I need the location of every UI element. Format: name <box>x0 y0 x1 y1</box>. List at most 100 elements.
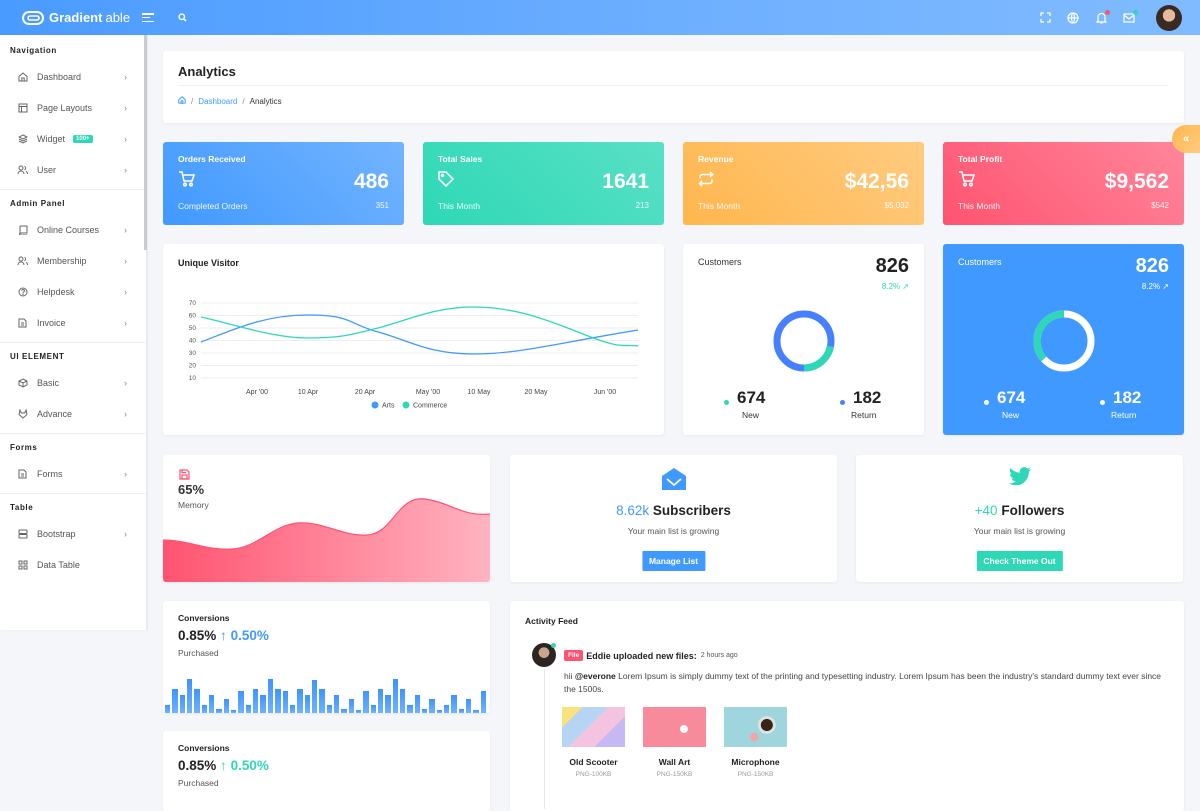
customers-card-blue: Customers 826 8.2% ↗ 674 New 182 Return <box>943 244 1184 435</box>
sidebar-item-basic[interactable]: Basic › <box>0 367 146 398</box>
sidebar-item-widget[interactable]: Widget 100+ › <box>0 123 146 154</box>
stat-card-total-profit: Total Profit $9,562 This Month $542 <box>943 142 1184 225</box>
memory-value: 65% <box>178 482 205 497</box>
timeline-line <box>544 669 545 809</box>
search-icon[interactable] <box>178 9 187 27</box>
svg-text:20 May: 20 May <box>525 389 548 396</box>
sidebar-item-helpdesk[interactable]: Helpdesk › <box>0 276 146 307</box>
mail-icon[interactable] <box>1122 9 1138 25</box>
bar <box>400 689 406 713</box>
bar <box>194 689 200 713</box>
svg-text:20 Apr: 20 Apr <box>355 389 376 396</box>
page-title: Analytics <box>178 64 236 79</box>
chevron-right-icon: › <box>124 164 127 175</box>
followers-card: +40 Followers Your main list is growing … <box>856 455 1183 582</box>
file-old-scooter[interactable]: Old Scooter PNG-100KB <box>562 707 625 778</box>
activity-feed-title: Activity Feed <box>525 616 578 626</box>
activity-time: 2 hours ago <box>700 652 738 659</box>
sidebar-item-online-courses[interactable]: Online Courses › <box>0 214 146 245</box>
stat-value: $42,56 <box>844 170 909 193</box>
svg-text:70: 70 <box>189 300 197 307</box>
menu-icon[interactable] <box>142 13 155 22</box>
bar <box>341 709 347 713</box>
server-icon <box>17 528 28 539</box>
bar <box>231 710 237 713</box>
sidebar-item-bootstrap[interactable]: Bootstrap › <box>0 518 146 549</box>
svg-text:60: 60 <box>189 313 197 320</box>
user-avatar[interactable] <box>1156 4 1182 31</box>
new-customers-value: 674 <box>997 388 1026 407</box>
customers-donut-chart <box>773 310 835 372</box>
chevron-right-icon: › <box>124 255 127 266</box>
stat-sub-value: $5,032 <box>884 201 909 210</box>
chevron-right-icon: › <box>124 317 127 328</box>
svg-text:10: 10 <box>189 375 197 382</box>
chevron-right-icon: › <box>124 133 127 144</box>
bar <box>179 695 186 713</box>
stat-value: $9,562 <box>1104 170 1169 193</box>
bar <box>414 695 421 713</box>
return-dot <box>840 400 845 405</box>
sidebar-divider <box>0 189 146 190</box>
conversions-value: 0.85% ↑ 0.50% <box>178 628 269 643</box>
check-theme-out-button[interactable]: Check Theme Out <box>976 551 1063 571</box>
bar <box>201 705 208 713</box>
file-wall-art[interactable]: Wall Art PNG-150KB <box>643 707 706 778</box>
mention-link[interactable]: @everone <box>574 671 616 681</box>
brand-logo[interactable]: Gradient able <box>22 10 130 25</box>
stat-card-revenue: Revenue $42,56 This Month $5,032 <box>683 142 924 225</box>
bar <box>267 679 274 713</box>
bar <box>311 680 318 713</box>
stat-title: Total Sales <box>438 154 483 164</box>
return-customers-label: Return <box>1111 410 1137 420</box>
home-icon[interactable] <box>178 96 186 106</box>
bar <box>348 699 354 713</box>
return-customers-value: 182 <box>853 388 882 407</box>
svg-text:10 Apr: 10 Apr <box>298 389 319 396</box>
conversions-value: 0.85% ↑ 0.50% <box>178 758 269 773</box>
box-icon <box>17 377 28 388</box>
stat-sub-value: $542 <box>1151 201 1169 210</box>
customizer-toggle-button[interactable]: « <box>1172 125 1200 153</box>
manage-list-button[interactable]: Manage List <box>641 551 706 571</box>
fullscreen-icon[interactable] <box>1038 11 1052 25</box>
conversions-label: Purchased <box>178 648 219 658</box>
bar <box>473 710 479 713</box>
customers-card: Customers 826 8.2% ↗ 674 New 182 Return <box>683 244 924 435</box>
return-customers-label: Return <box>851 410 877 420</box>
top-navbar: Gradient able <box>0 0 1200 35</box>
bar <box>458 709 465 713</box>
sidebar-item-advance[interactable]: Advance › <box>0 398 146 429</box>
sidebar-item-membership[interactable]: Membership › <box>0 245 146 276</box>
file-tag-badge: File <box>564 650 584 661</box>
bell-icon[interactable] <box>1094 9 1110 25</box>
sidebar-item-page-layouts[interactable]: Page Layouts › <box>0 92 146 123</box>
activity-headline: File Eddie uploaded new files: 2 hours a… <box>564 650 738 661</box>
sidebar-item-invoice[interactable]: Invoice › <box>0 307 146 338</box>
sidebar-item-label: Data Table <box>37 559 80 570</box>
file-microphone[interactable]: Microphone PNG-150KB <box>724 707 787 778</box>
followers-subtext: Your main list is growing <box>973 526 1066 536</box>
brand-name-bold: Gradient <box>49 10 103 25</box>
stat-sub-label: This Month <box>438 201 481 211</box>
sidebar-section-table: Table <box>10 503 34 512</box>
new-customers-label: New <box>1002 410 1020 420</box>
stat-card-orders-received: Orders Received 486 Completed Orders 351 <box>163 142 404 225</box>
sidebar-item-dashboard[interactable]: Dashboard › <box>0 61 146 92</box>
gitlab-icon <box>17 408 28 419</box>
sidebar-item-data-table[interactable]: Data Table <box>0 549 146 580</box>
breadcrumb-dashboard-link[interactable]: Dashboard <box>198 96 238 106</box>
arrow-up-icon: ↑ <box>220 758 227 773</box>
trending-up-icon: ↗ <box>1162 282 1169 291</box>
sidebar-scrollbar[interactable] <box>144 35 147 250</box>
sidebar-item-forms[interactable]: Forms › <box>0 458 146 489</box>
chevron-right-icon: › <box>124 377 127 388</box>
sidebar-item-label: User <box>37 164 57 175</box>
sidebar-scrollbar-track <box>146 35 148 630</box>
sidebar-item-user[interactable]: User › <box>0 154 146 185</box>
globe-icon[interactable] <box>1066 11 1080 25</box>
bar <box>319 689 325 713</box>
grid-icon <box>17 559 28 570</box>
chart-title: Unique Visitor <box>178 258 239 268</box>
return-dot <box>1100 400 1105 405</box>
